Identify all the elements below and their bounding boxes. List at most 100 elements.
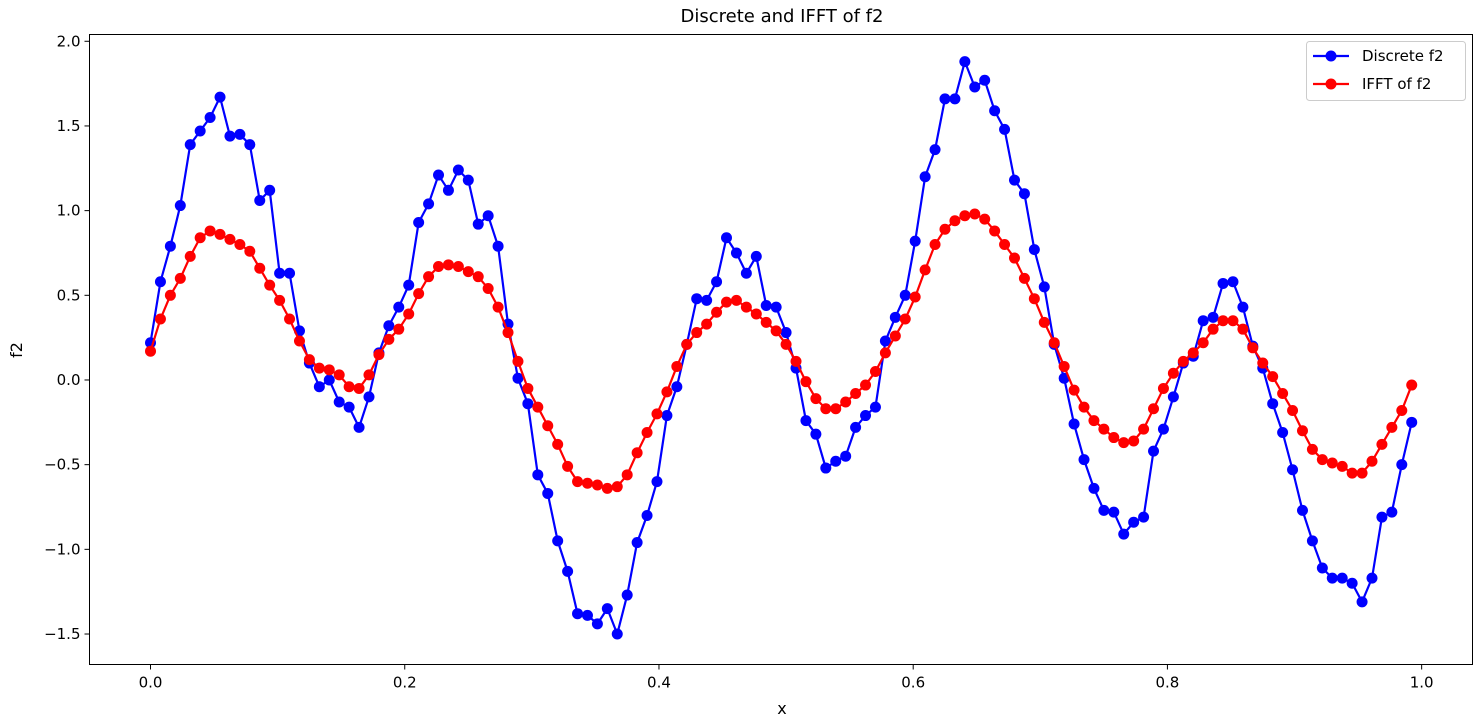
data-point-discrete [1396, 459, 1408, 471]
data-point-ifft [145, 345, 157, 357]
data-point-ifft [1237, 323, 1249, 335]
data-point-ifft [1138, 423, 1150, 435]
data-point-discrete [780, 327, 792, 339]
data-point-ifft [1247, 342, 1259, 354]
data-point-ifft [1167, 367, 1179, 379]
data-point-ifft [512, 355, 524, 367]
data-point-discrete [929, 144, 941, 156]
data-point-ifft [1157, 382, 1169, 394]
data-point-discrete [1316, 562, 1328, 574]
data-point-ifft [1296, 425, 1308, 437]
data-point-discrete [562, 565, 574, 577]
data-point-ifft [1306, 443, 1318, 455]
data-point-ifft [780, 338, 792, 350]
data-point-ifft [502, 327, 514, 339]
data-point-discrete [433, 169, 445, 181]
data-point-ifft [452, 261, 464, 273]
y-tick-label: 0.0 [57, 371, 81, 389]
data-point-ifft [800, 376, 812, 388]
data-point-ifft [254, 262, 266, 274]
data-point-discrete [641, 509, 653, 521]
data-point-discrete [611, 628, 623, 640]
data-point-discrete [492, 240, 504, 252]
y-tick-label: 2.0 [57, 32, 81, 50]
data-point-discrete [1078, 454, 1090, 466]
data-point-ifft [989, 225, 1001, 237]
data-point-discrete [224, 130, 236, 142]
data-point-ifft [1038, 316, 1050, 328]
data-point-discrete [740, 267, 752, 279]
data-point-ifft [1148, 403, 1160, 415]
data-point-discrete [1197, 315, 1209, 327]
data-point-discrete [154, 276, 166, 288]
data-point-ifft [323, 364, 335, 376]
data-point-discrete [631, 537, 643, 549]
data-point-discrete [353, 421, 365, 433]
data-point-discrete [284, 267, 296, 279]
data-point-ifft [353, 382, 365, 394]
data-point-ifft [1187, 347, 1199, 359]
data-point-discrete [721, 232, 732, 244]
data-point-discrete [1157, 423, 1169, 435]
data-point-discrete [1277, 426, 1289, 438]
data-point-ifft [433, 261, 445, 273]
legend: Discrete f2 IFFT of f2 [1306, 41, 1466, 101]
data-point-ifft [1396, 404, 1408, 416]
data-point-discrete [234, 128, 246, 140]
data-point-ifft [1207, 323, 1219, 335]
data-point-discrete [174, 200, 186, 212]
data-point-discrete [1346, 577, 1358, 589]
data-point-discrete [264, 184, 276, 196]
data-point-ifft [194, 232, 206, 244]
data-point-ifft [403, 308, 415, 320]
data-point-discrete [323, 374, 335, 386]
data-point-ifft [790, 355, 802, 367]
data-point-ifft [1118, 437, 1130, 449]
data-point-ifft [1287, 404, 1299, 416]
data-point-discrete [403, 279, 415, 291]
data-point-ifft [552, 438, 564, 450]
data-point-discrete [661, 410, 673, 422]
series-line-discrete [149, 60, 1413, 636]
data-point-ifft [492, 301, 504, 313]
data-point-ifft [214, 228, 226, 240]
data-point-discrete [1306, 535, 1318, 547]
data-point-ifft [1316, 454, 1328, 466]
data-point-discrete [760, 299, 772, 311]
data-point-discrete [601, 603, 613, 615]
data-point-ifft [621, 469, 633, 481]
data-point-ifft [462, 266, 474, 278]
data-point-discrete [671, 381, 683, 393]
data-point-ifft [1068, 384, 1080, 396]
data-point-discrete [899, 289, 911, 301]
data-point-ifft [1346, 467, 1358, 479]
data-point-ifft [1018, 272, 1030, 284]
data-point-discrete [909, 235, 921, 247]
data-point-ifft [1078, 401, 1090, 413]
data-point-ifft [224, 233, 236, 245]
x-tick-label: 0.6 [901, 674, 925, 692]
data-point-discrete [869, 401, 881, 413]
data-point-discrete [860, 410, 872, 422]
x-tick-label: 1.0 [1410, 674, 1434, 692]
data-point-discrete [770, 301, 782, 313]
data-point-discrete [313, 381, 325, 393]
data-point-ifft [860, 379, 872, 391]
data-point-ifft [1267, 371, 1279, 383]
data-point-discrete [1148, 445, 1160, 457]
data-point-discrete [969, 81, 981, 93]
data-point-discrete [542, 487, 554, 499]
data-point-discrete [1207, 311, 1219, 323]
data-point-ifft [770, 325, 782, 337]
data-point-ifft [383, 333, 395, 345]
data-point-ifft [810, 393, 822, 405]
data-point-discrete [1376, 511, 1388, 523]
data-point-ifft [363, 369, 375, 381]
data-point-ifft [601, 482, 613, 494]
data-point-discrete [472, 218, 484, 230]
data-point-ifft [562, 460, 574, 472]
x-tick-label: 0.8 [1155, 674, 1179, 692]
data-point-discrete [1326, 572, 1338, 584]
data-point-ifft [721, 296, 732, 308]
